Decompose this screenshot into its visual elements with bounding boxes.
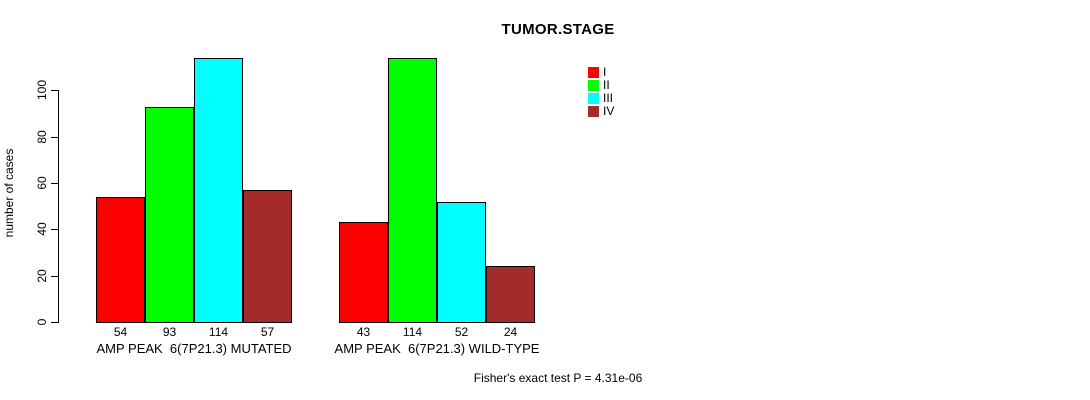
y-tick-mark [51,276,58,277]
bar-value-label: 43 [356,325,371,339]
bar-stage-III [194,58,243,323]
category-label: AMP PEAK 6(7P21.3) WILD-TYPE [334,341,540,356]
legend: I II III IV [588,66,614,118]
y-tick-mark [51,183,58,184]
category-label: AMP PEAK 6(7P21.3) MUTATED [96,341,292,356]
legend-swatch-II [588,80,599,91]
bar-value-label: 114 [208,325,229,339]
y-tick-label: 40 [35,222,49,236]
legend-label-II: II [603,78,610,92]
legend-swatch-I [588,67,599,78]
chart-title: TUMOR.STAGE [501,21,615,38]
bar-value-label: 24 [503,325,518,339]
bar-value-label: 114 [402,325,423,339]
y-tick-mark [51,137,58,138]
fisher-test-annotation: Fisher's exact test P = 4.31e-06 [473,371,643,385]
y-tick-mark [51,229,58,230]
legend-item-III: III [588,92,614,105]
y-tick-label: 20 [35,269,49,283]
y-tick-label: 60 [35,176,49,190]
y-tick-label: 80 [35,130,49,144]
bar-value-label: 57 [260,325,275,339]
bar-stage-I [339,222,388,323]
bar-stage-I [96,197,145,323]
legend-swatch-IV [588,106,599,117]
y-tick-mark [51,322,58,323]
bar-stage-IV [243,190,292,323]
y-axis-title: number of cases [2,148,16,238]
bar-value-label: 54 [113,325,128,339]
y-tick-label: 0 [35,318,49,326]
legend-label-III: III [603,91,614,105]
y-tick-label: 100 [35,79,49,101]
legend-item-II: II [588,79,614,92]
bar-stage-II [388,58,437,323]
bar-stage-IV [486,266,535,323]
bar-stage-II [145,107,194,323]
legend-label-I: I [603,65,607,79]
legend-item-IV: IV [588,105,614,118]
legend-swatch-III [588,93,599,104]
bar-value-label: 52 [454,325,469,339]
y-axis-line [58,90,59,323]
legend-item-I: I [588,66,614,79]
legend-label-IV: IV [603,104,615,118]
bar-stage-III [437,202,486,323]
bar-value-label: 93 [162,325,177,339]
y-tick-mark [51,90,58,91]
